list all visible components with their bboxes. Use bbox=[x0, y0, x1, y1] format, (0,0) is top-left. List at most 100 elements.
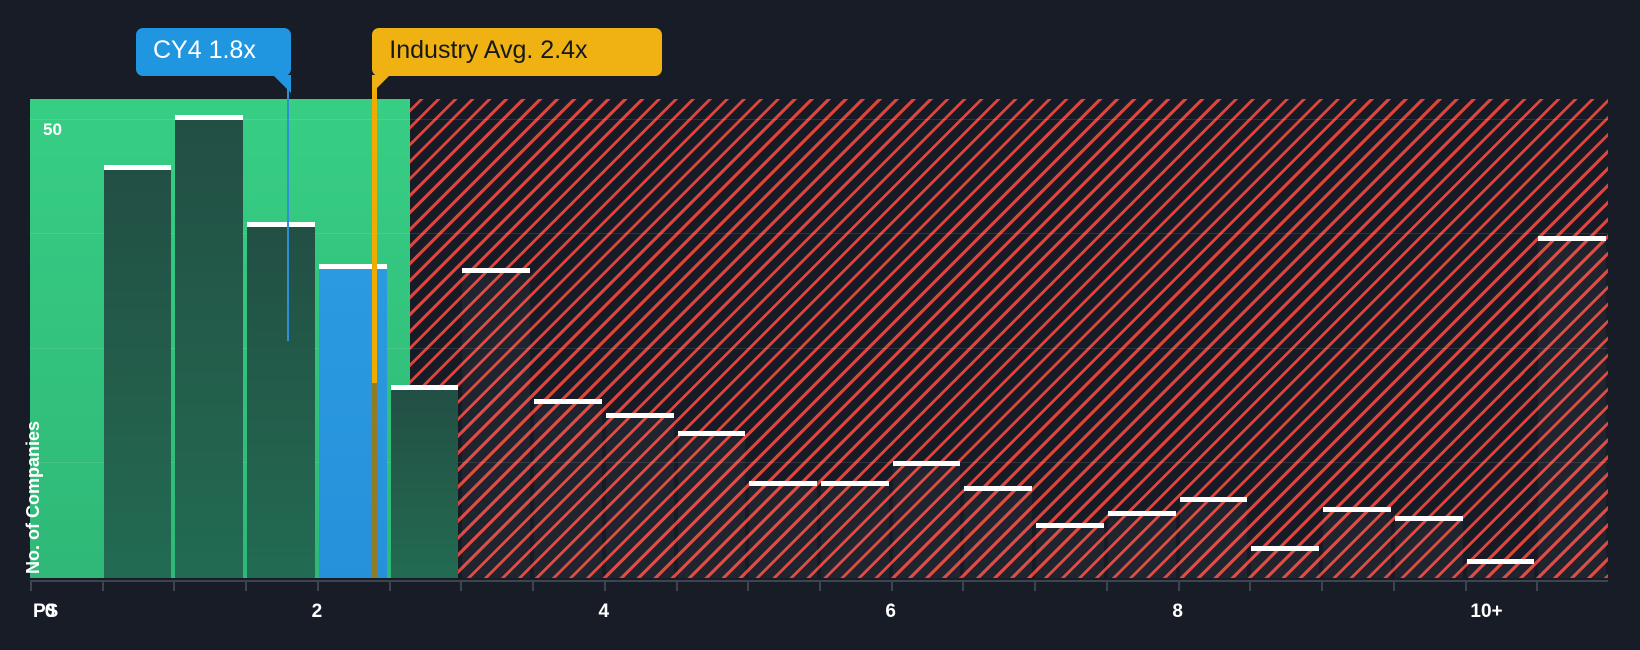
histogram-bar bbox=[1107, 511, 1176, 578]
x-axis-tick bbox=[819, 582, 821, 591]
histogram-bar bbox=[1394, 515, 1463, 578]
x-axis-tick bbox=[890, 582, 893, 591]
histogram-bar bbox=[964, 485, 1033, 578]
bar-body bbox=[175, 119, 244, 578]
bar-body bbox=[1466, 564, 1535, 578]
company-callout[interactable]: CY4 1.8x bbox=[136, 28, 292, 93]
x-axis-tick bbox=[1464, 582, 1467, 591]
bar-cap bbox=[964, 485, 1033, 491]
histogram-bar bbox=[677, 430, 746, 578]
bar-body bbox=[1323, 511, 1391, 578]
bar-cap bbox=[1538, 236, 1606, 242]
x-axis-tick-label: 4 bbox=[598, 601, 610, 622]
bar-cap bbox=[892, 460, 961, 466]
x-axis-tick bbox=[388, 582, 391, 591]
x-axis-tick bbox=[1536, 582, 1539, 591]
histogram-bar bbox=[749, 481, 817, 578]
bar-body bbox=[892, 465, 961, 578]
company-marker-line bbox=[287, 78, 290, 341]
x-axis-tick-label: 2 bbox=[311, 601, 323, 622]
histogram-bar bbox=[821, 481, 889, 578]
bar-body bbox=[1538, 241, 1606, 578]
x-axis-tick bbox=[1321, 582, 1324, 591]
bar-body bbox=[677, 435, 746, 578]
x-axis-tick bbox=[747, 582, 750, 591]
x-axis-line bbox=[30, 580, 1608, 582]
histogram-bar bbox=[247, 222, 315, 578]
bar-body bbox=[964, 490, 1033, 578]
histogram-bar bbox=[1538, 236, 1606, 578]
histogram-bar bbox=[1251, 545, 1320, 578]
bar-cap bbox=[749, 481, 817, 487]
bar-body bbox=[103, 170, 172, 578]
bar-cap bbox=[1179, 497, 1248, 503]
bar-cap bbox=[1036, 522, 1104, 528]
bar-cap bbox=[1323, 506, 1391, 512]
bar-cap bbox=[462, 268, 531, 274]
bar-cap bbox=[103, 165, 172, 171]
industry-callout-label: Industry Avg. 2.4x bbox=[389, 36, 588, 64]
histogram-bar bbox=[1323, 506, 1391, 578]
bar-cap bbox=[1107, 511, 1176, 517]
histogram-bars bbox=[30, 99, 1608, 578]
x-axis-tick bbox=[675, 582, 678, 591]
bar-body bbox=[1394, 520, 1463, 578]
y-axis-title: No. of Companies bbox=[23, 420, 43, 574]
bar-body bbox=[821, 486, 889, 578]
x-axis-tick-label: 0 bbox=[44, 601, 56, 622]
bar-body bbox=[390, 390, 459, 578]
bar-cap bbox=[318, 263, 387, 269]
histogram-bar bbox=[462, 268, 531, 578]
x-axis-tick bbox=[173, 582, 176, 591]
bar-body bbox=[1179, 502, 1248, 578]
x-axis-tick-label: 8 bbox=[1172, 601, 1183, 622]
bar-cap bbox=[1466, 559, 1535, 565]
bar-body bbox=[462, 273, 531, 578]
bar-cap bbox=[605, 412, 674, 418]
callout-tail-icon bbox=[372, 74, 391, 93]
x-axis-tick bbox=[30, 582, 32, 591]
histogram-bar bbox=[1466, 559, 1535, 578]
bar-body bbox=[1107, 516, 1176, 578]
histogram-bar bbox=[103, 165, 172, 578]
industry-marker-line bbox=[372, 78, 378, 383]
x-axis-tick bbox=[1105, 582, 1108, 591]
bar-body bbox=[605, 417, 674, 578]
bar-body bbox=[1251, 550, 1320, 578]
bar-body bbox=[749, 486, 817, 578]
x-axis-tick bbox=[1034, 582, 1037, 591]
histogram-bar bbox=[605, 412, 674, 578]
histogram-bar bbox=[1036, 522, 1104, 578]
x-axis-tick-label: 10+ bbox=[1470, 601, 1503, 622]
x-axis-title: PS bbox=[33, 601, 59, 622]
x-axis-tick bbox=[603, 582, 606, 591]
histogram-bar bbox=[390, 385, 459, 578]
x-axis-tick bbox=[532, 582, 535, 591]
x-axis-tick bbox=[245, 582, 248, 591]
histogram-bar bbox=[534, 398, 602, 578]
plot-area bbox=[30, 99, 1608, 578]
x-axis-tick bbox=[1392, 582, 1395, 591]
histogram-bar bbox=[175, 114, 244, 578]
bar-body bbox=[534, 403, 602, 578]
x-axis-tick-label: 6 bbox=[885, 601, 897, 622]
x-axis-tick bbox=[962, 582, 965, 591]
bar-cap bbox=[1394, 515, 1463, 521]
industry-marker-line-lower bbox=[372, 383, 378, 578]
bar-cap bbox=[677, 430, 746, 436]
bar-body bbox=[247, 227, 315, 578]
bar-cap bbox=[175, 114, 244, 120]
x-axis-tick bbox=[1177, 582, 1180, 591]
bar-cap bbox=[247, 222, 315, 228]
overvalued-zone bbox=[410, 99, 1608, 578]
bar-cap bbox=[1251, 545, 1320, 551]
callout-tail-icon bbox=[273, 74, 292, 93]
x-axis-tick bbox=[460, 582, 463, 591]
bar-cap bbox=[534, 398, 602, 404]
x-axis-tick bbox=[1249, 582, 1252, 591]
x-axis-tick bbox=[101, 582, 104, 591]
bar-body bbox=[1036, 527, 1104, 578]
industry-callout[interactable]: Industry Avg. 2.4x bbox=[372, 28, 663, 93]
x-axis-tick bbox=[316, 582, 319, 591]
